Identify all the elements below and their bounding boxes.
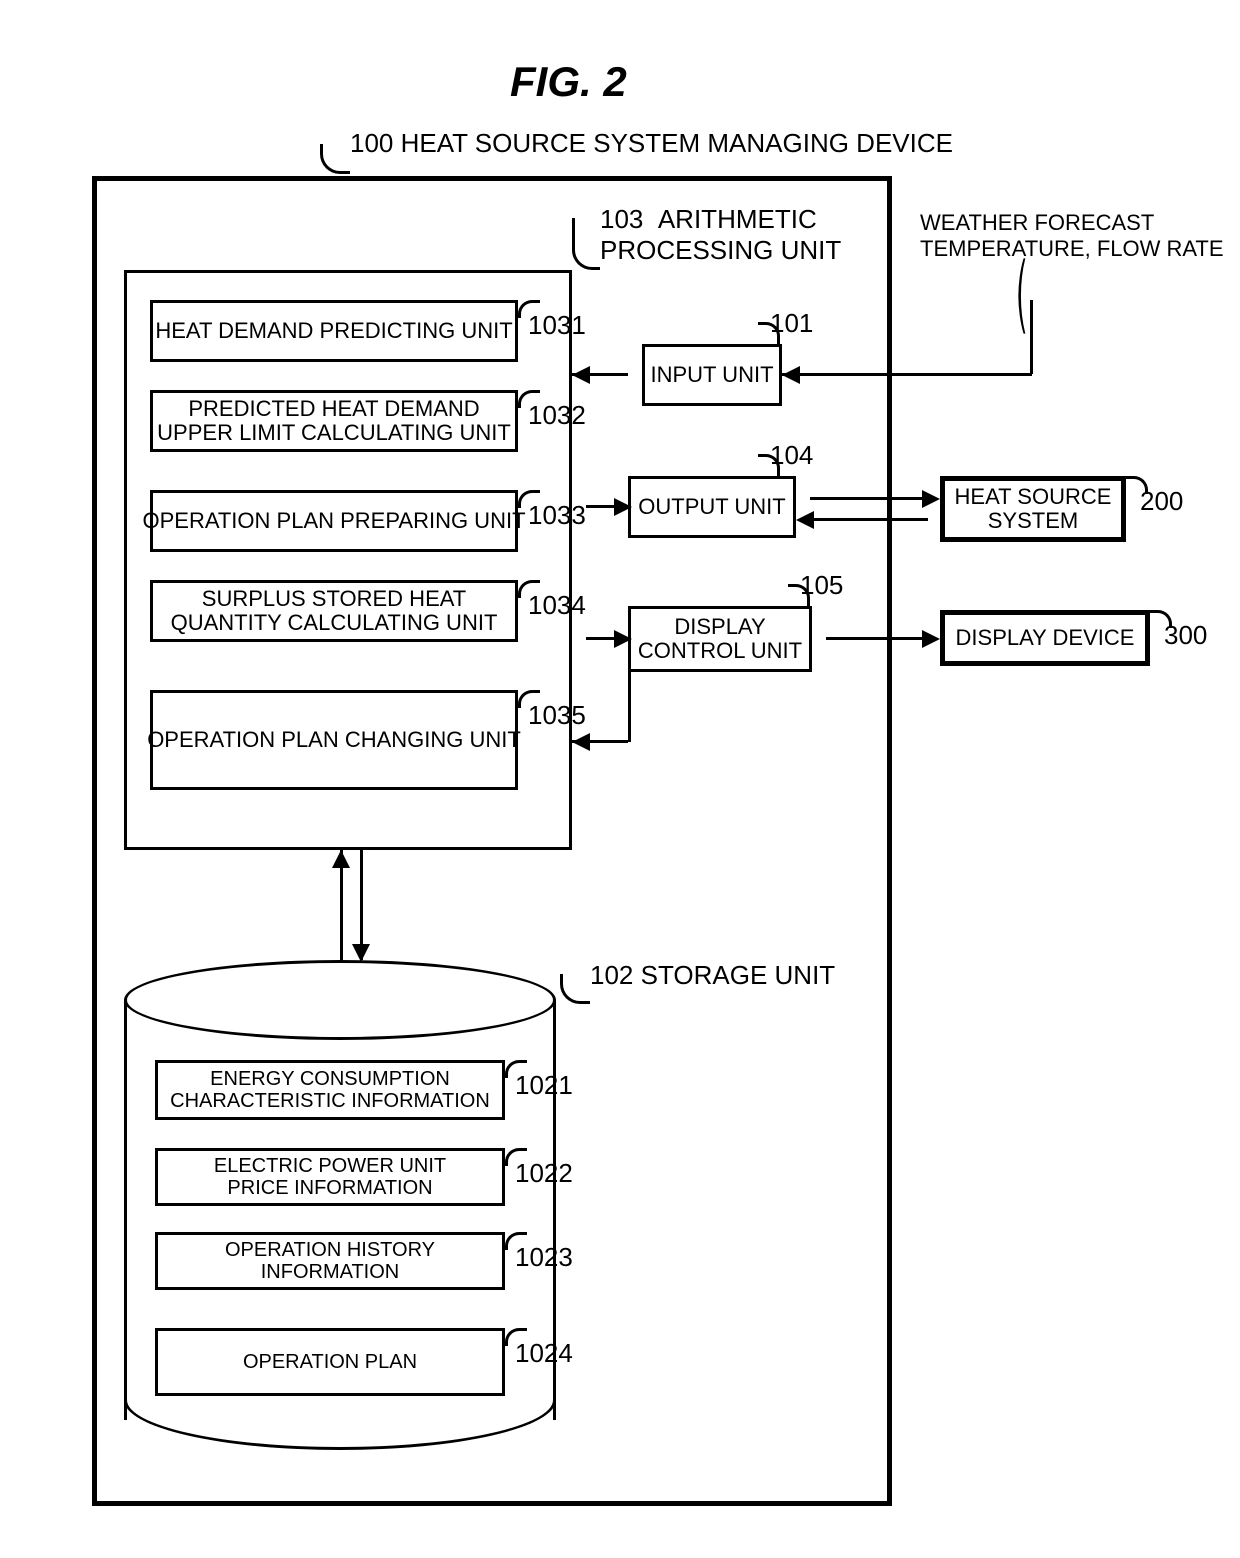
device-ref: 100	[350, 128, 393, 158]
unit-1034-label: SURPLUS STORED HEAT QUANTITY CALCULATING…	[171, 587, 498, 635]
line-out-hs-1	[810, 497, 928, 500]
display-control-label: DISPLAY CONTROL UNIT	[638, 615, 802, 663]
arrow-weather-to-input	[782, 366, 800, 384]
storage-label: STORAGE UNIT	[641, 960, 836, 990]
unit-1031: HEAT DEMAND PREDICTING UNIT	[150, 300, 518, 362]
unit-1032: PREDICTED HEAT DEMAND UPPER LIMIT CALCUL…	[150, 390, 518, 452]
arrow-input-to-apu	[572, 366, 590, 384]
storage-1023-label: OPERATION HISTORY INFORMATION	[225, 1239, 435, 1283]
device-title: 100 HEAT SOURCE SYSTEM MANAGING DEVICE	[350, 128, 953, 159]
storage-1022: ELECTRIC POWER UNIT PRICE INFORMATION	[155, 1148, 505, 1206]
unit-1034: SURPLUS STORED HEAT QUANTITY CALCULATING…	[150, 580, 518, 642]
display-control-unit: DISPLAY CONTROL UNIT	[628, 606, 812, 672]
storage-1023: OPERATION HISTORY INFORMATION	[155, 1232, 505, 1290]
unit-1033-label: OPERATION PLAN PREPARING UNIT	[142, 509, 525, 533]
cylinder-top	[124, 960, 556, 1040]
output-unit: OUTPUT UNIT	[628, 476, 796, 538]
storage-ref-label: 102 STORAGE UNIT	[590, 960, 835, 991]
arrow-storage-to-apu	[332, 850, 350, 868]
unit-1033: OPERATION PLAN PREPARING UNIT	[150, 490, 518, 552]
ref-1021: 1021	[515, 1070, 573, 1101]
ref-1024: 1024	[515, 1338, 573, 1369]
arrow-display-to-apu-head	[572, 733, 590, 751]
unit-1035: OPERATION PLAN CHANGING UNIT	[150, 690, 518, 790]
external-input-label: WEATHER FORECAST TEMPERATURE, FLOW RATE	[920, 210, 1224, 263]
storage-ref: 102	[590, 960, 633, 990]
ref-1033: 1033	[528, 500, 586, 531]
arrow-hs-to-out	[796, 511, 814, 529]
heat-source-label: HEAT SOURCE SYSTEM	[955, 485, 1112, 533]
ref-300: 300	[1164, 620, 1207, 651]
ref-200: 200	[1140, 486, 1183, 517]
heat-source-system: HEAT SOURCE SYSTEM	[940, 476, 1126, 542]
line-dc-dd	[826, 637, 928, 640]
arrow-dc-to-dd	[922, 630, 940, 648]
display-device-label: DISPLAY DEVICE	[956, 626, 1135, 650]
unit-1035-label: OPERATION PLAN CHANGING UNIT	[147, 728, 521, 752]
apu-ref: 103	[600, 204, 643, 234]
ref-1035: 1035	[528, 700, 586, 731]
ref-1031: 1031	[528, 310, 586, 341]
leader-device	[320, 144, 350, 174]
line-out-hs-2	[810, 518, 928, 521]
storage-1021-label: ENERGY CONSUMPTION CHARACTERISTIC INFORM…	[170, 1068, 490, 1112]
vline-display-down	[628, 672, 631, 742]
ref-1022: 1022	[515, 1158, 573, 1189]
brace-icon: ⏝	[1020, 258, 1057, 335]
input-unit-label: INPUT UNIT	[650, 363, 773, 387]
display-device: DISPLAY DEVICE	[940, 610, 1150, 666]
storage-1021: ENERGY CONSUMPTION CHARACTERISTIC INFORM…	[155, 1060, 505, 1120]
storage-1024: OPERATION PLAN	[155, 1328, 505, 1396]
ref-1023: 1023	[515, 1242, 573, 1273]
arrow-out-to-hs	[922, 490, 940, 508]
vline-weather-1	[1030, 300, 1033, 374]
unit-1031-label: HEAT DEMAND PREDICTING UNIT	[155, 319, 512, 343]
ref-1034: 1034	[528, 590, 586, 621]
arrow-apu-to-display	[614, 630, 632, 648]
input-unit: INPUT UNIT	[642, 344, 782, 406]
figure-title: FIG. 2	[510, 58, 627, 106]
arrow-apu-to-output	[614, 498, 632, 516]
leader-apu	[572, 218, 600, 270]
unit-1032-label: PREDICTED HEAT DEMAND UPPER LIMIT CALCUL…	[157, 397, 511, 445]
ref-1032: 1032	[528, 400, 586, 431]
apu-ref-label: 103 ARITHMETIC PROCESSING UNIT	[600, 204, 841, 266]
output-unit-label: OUTPUT UNIT	[638, 495, 785, 519]
device-label: HEAT SOURCE SYSTEM MANAGING DEVICE	[401, 128, 953, 158]
storage-1024-label: OPERATION PLAN	[243, 1351, 417, 1373]
storage-1022-label: ELECTRIC POWER UNIT PRICE INFORMATION	[214, 1155, 446, 1199]
hline-weather	[782, 373, 1032, 376]
